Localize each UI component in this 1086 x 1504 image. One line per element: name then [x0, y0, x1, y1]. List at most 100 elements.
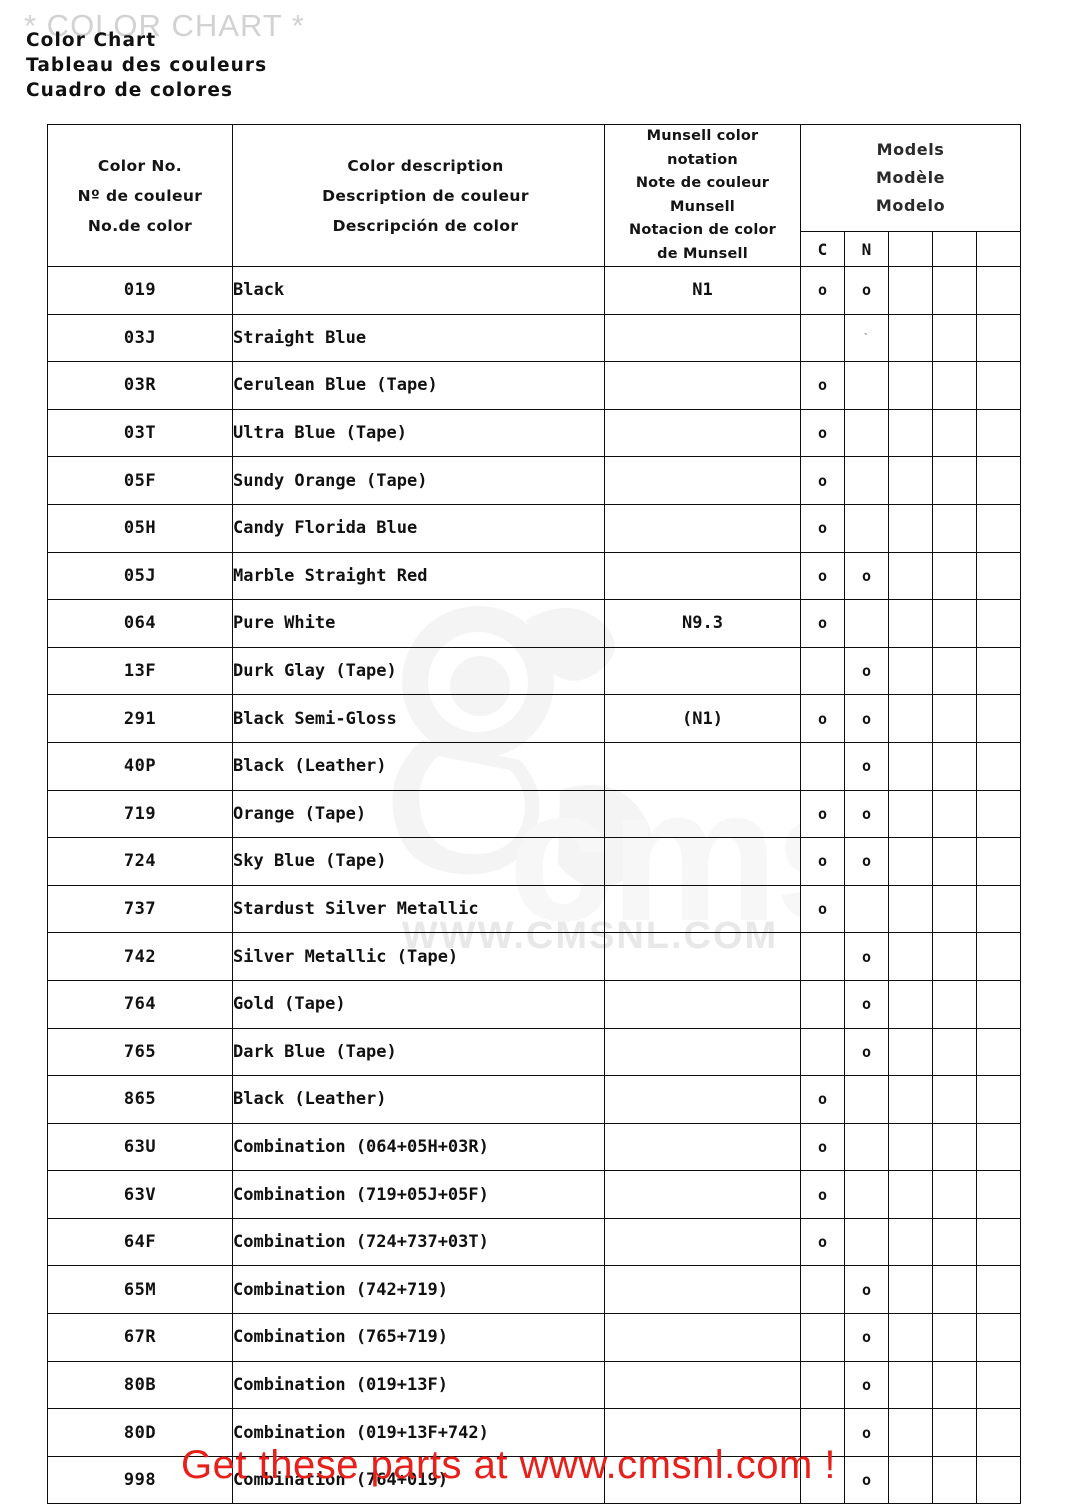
cell-munsell-notation	[604, 646, 801, 696]
cell-color-no: 05H	[47, 503, 233, 553]
cell-model-mark-2	[888, 837, 933, 886]
cell-munsell-notation	[604, 1455, 801, 1504]
cell-model-mark-3	[932, 1360, 977, 1410]
cell-model-mark-4	[975, 266, 1022, 315]
cell-model-mark-0: o	[800, 599, 845, 648]
cell-model-mark-1	[844, 884, 889, 934]
cell-model-mark-4	[975, 361, 1022, 410]
cell-munsell-notation	[604, 884, 801, 934]
cell-model-mark-0: o	[800, 361, 845, 410]
page-title-fr: Tableau des couleurs	[26, 55, 268, 76]
table-row: 67R Combination (765+719) o	[47, 1313, 1022, 1362]
header-models-es: Modelo	[875, 196, 946, 216]
cell-color-description: Black (Leather)	[232, 1075, 605, 1124]
cell-color-no: 05J	[47, 551, 233, 601]
cell-model-mark-3	[932, 1170, 977, 1219]
cell-model-mark-0: o	[800, 837, 845, 886]
cell-model-mark-4	[975, 599, 1022, 648]
page-title-es: Cuadro de colores	[26, 80, 234, 101]
cell-model-mark-3	[932, 646, 977, 696]
cell-color-description: Black (Leather)	[232, 741, 605, 791]
cell-model-mark-4	[975, 646, 1022, 696]
cell-model-mark-2	[888, 1170, 933, 1219]
cell-model-mark-0: o	[800, 694, 845, 743]
cell-model-mark-0	[800, 646, 845, 696]
cell-model-mark-0	[800, 979, 845, 1029]
cell-model-mark-1	[844, 456, 889, 505]
cell-model-mark-3	[932, 932, 977, 981]
table-row: 63U Combination (064+05H+03R) o	[47, 1122, 1022, 1172]
table-row: 064 Pure White N9.3 o	[47, 599, 1022, 648]
cell-color-description: Sky Blue (Tape)	[232, 837, 605, 886]
cell-model-mark-3	[932, 1075, 977, 1124]
cell-color-no: 998	[47, 1455, 233, 1504]
cell-model-mark-4	[975, 456, 1022, 505]
cell-model-mark-4	[975, 1122, 1022, 1172]
header-munsell-en-1: Munsell color	[646, 128, 759, 144]
cell-munsell-notation	[604, 1027, 801, 1077]
cell-model-mark-2	[888, 1075, 933, 1124]
cell-model-mark-0	[800, 1265, 845, 1315]
table-row: 291 Black Semi-Gloss (N1) o o	[47, 694, 1022, 743]
cell-model-mark-2	[888, 1408, 933, 1457]
cell-color-description: Orange (Tape)	[232, 789, 605, 839]
cell-model-mark-3	[932, 361, 977, 410]
cell-color-no: 03J	[47, 313, 233, 363]
cell-munsell-notation: (N1)	[604, 694, 801, 743]
cell-color-description: Silver Metallic (Tape)	[232, 932, 605, 981]
cell-model-mark-0	[800, 932, 845, 981]
cell-model-mark-3	[932, 884, 977, 934]
cell-munsell-notation	[604, 789, 801, 839]
cell-model-mark-1	[844, 599, 889, 648]
header-munsell: Munsell color notation Note de couleur M…	[604, 124, 801, 267]
cell-color-no: 64F	[47, 1217, 233, 1267]
cell-model-mark-1	[844, 361, 889, 410]
cell-color-no: 03T	[47, 408, 233, 458]
cell-model-mark-2	[888, 932, 933, 981]
cell-color-description: Combination (764+019)	[232, 1455, 605, 1504]
cell-model-mark-1: o	[844, 694, 889, 743]
cell-model-mark-2	[888, 456, 933, 505]
cell-model-mark-1: o	[844, 837, 889, 886]
table-row: 724 Sky Blue (Tape) o o	[47, 837, 1022, 886]
header-description-en: Color description	[347, 156, 504, 175]
cell-model-mark-4	[975, 313, 1022, 363]
cell-model-mark-2	[888, 1455, 933, 1504]
table-row: 03R Cerulean Blue (Tape) o	[47, 361, 1022, 410]
cell-model-mark-4	[975, 1408, 1022, 1457]
cell-model-mark-4	[975, 1075, 1022, 1124]
cell-color-no: 019	[47, 266, 233, 315]
cell-model-mark-0: o	[800, 408, 845, 458]
cell-model-mark-4	[975, 1455, 1022, 1504]
cell-model-mark-3	[932, 1027, 977, 1077]
cell-model-mark-1	[844, 1170, 889, 1219]
cell-model-mark-4	[975, 837, 1022, 886]
cell-color-no: 737	[47, 884, 233, 934]
table-row: 03T Ultra Blue (Tape) o	[47, 408, 1022, 458]
cell-color-no: 80D	[47, 1408, 233, 1457]
cell-model-mark-2	[888, 979, 933, 1029]
cell-model-mark-2	[888, 1122, 933, 1172]
cell-model-mark-2	[888, 599, 933, 648]
scan-title-watermark: * COLOR CHART *	[24, 8, 305, 43]
page-title-en: Color Chart	[26, 30, 157, 51]
cell-model-mark-3	[932, 456, 977, 505]
cell-model-mark-4	[975, 408, 1022, 458]
header-munsell-en-2: notation	[667, 151, 738, 168]
cell-munsell-notation: N9.3	[604, 599, 801, 648]
table-row: 40P Black (Leather) o	[47, 741, 1022, 791]
table-row: 765 Dark Blue (Tape) o	[47, 1027, 1022, 1077]
table-row: 998 Combination (764+019) o	[47, 1455, 1022, 1504]
cell-model-mark-0: o	[800, 1075, 845, 1124]
cell-color-no: 63U	[47, 1122, 233, 1172]
cell-munsell-notation	[604, 408, 801, 458]
cell-munsell-notation	[604, 1360, 801, 1410]
cell-model-mark-0	[800, 1360, 845, 1410]
cell-munsell-notation	[604, 503, 801, 553]
cell-model-mark-2	[888, 361, 933, 410]
cell-model-mark-3	[932, 741, 977, 791]
cell-model-mark-1: o	[844, 1408, 889, 1457]
cell-model-mark-1: o	[844, 741, 889, 791]
cell-color-description: Dark Blue (Tape)	[232, 1027, 605, 1077]
cell-model-mark-1: o	[844, 1455, 889, 1504]
